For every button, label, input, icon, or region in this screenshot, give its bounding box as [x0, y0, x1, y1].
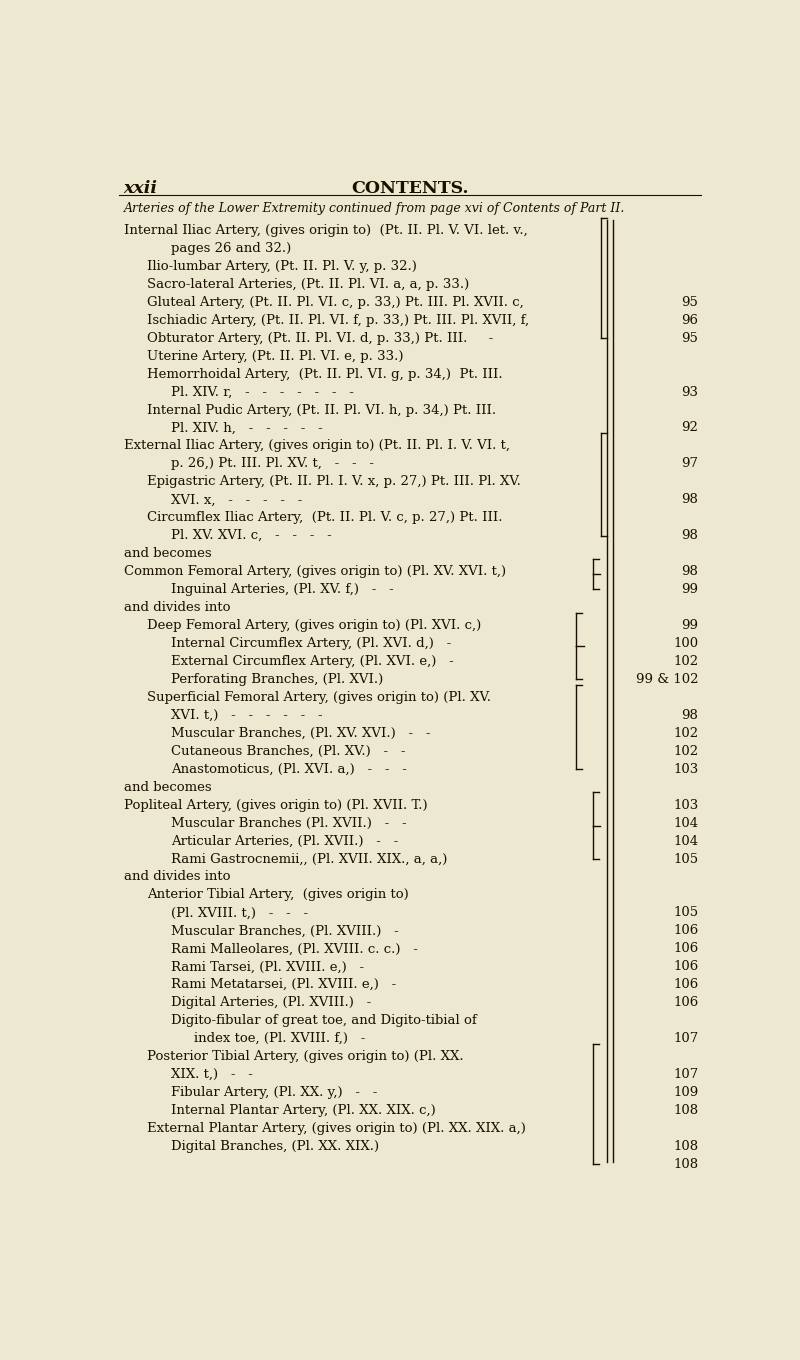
Text: p. 26,) Pt. III. Pl. XV. t,   -   -   -: p. 26,) Pt. III. Pl. XV. t, - - -	[170, 457, 374, 471]
Text: and divides into: and divides into	[123, 601, 230, 615]
Text: Ischiadic Artery, (Pt. II. Pl. VI. f, p. 33,) Pt. III. Pl. XVII, f,: Ischiadic Artery, (Pt. II. Pl. VI. f, p.…	[147, 314, 530, 326]
Text: (Pl. XVIII. t,)   -   -   -: (Pl. XVIII. t,) - - -	[170, 906, 308, 919]
Text: 107: 107	[673, 1032, 698, 1044]
Text: 99 & 102: 99 & 102	[636, 673, 698, 685]
Text: 106: 106	[673, 978, 698, 991]
Text: Gluteal Artery, (Pt. II. Pl. VI. c, p. 33,) Pt. III. Pl. XVII. c,: Gluteal Artery, (Pt. II. Pl. VI. c, p. 3…	[147, 295, 524, 309]
Text: Rami Metatarsei, (Pl. XVIII. e,)   -: Rami Metatarsei, (Pl. XVIII. e,) -	[170, 978, 396, 991]
Text: Epigastric Artery, (Pt. II. Pl. I. V. x, p. 27,) Pt. III. Pl. XV.: Epigastric Artery, (Pt. II. Pl. I. V. x,…	[147, 476, 521, 488]
Text: Hemorrhoidal Artery,  (Pt. II. Pl. VI. g, p. 34,)  Pt. III.: Hemorrhoidal Artery, (Pt. II. Pl. VI. g,…	[147, 367, 502, 381]
Text: 102: 102	[673, 656, 698, 668]
Text: Rami Malleolares, (Pl. XVIII. c. c.)   -: Rami Malleolares, (Pl. XVIII. c. c.) -	[170, 942, 418, 955]
Text: Arteries of the Lower Extremity continued from page xvi of Contents of Part II.: Arteries of the Lower Extremity continue…	[123, 201, 625, 215]
Text: Pl. XIV. h,   -   -   -   -   -: Pl. XIV. h, - - - - -	[170, 422, 322, 434]
Text: Posterior Tibial Artery, (gives origin to) (Pl. XX.: Posterior Tibial Artery, (gives origin t…	[147, 1050, 464, 1064]
Text: 105: 105	[673, 853, 698, 865]
Text: 109: 109	[673, 1087, 698, 1099]
Text: Cutaneous Branches, (Pl. XV.)   -   -: Cutaneous Branches, (Pl. XV.) - -	[170, 745, 405, 758]
Text: 98: 98	[682, 709, 698, 722]
Text: 105: 105	[673, 906, 698, 919]
Text: Inguinal Arteries, (Pl. XV. f,)   -   -: Inguinal Arteries, (Pl. XV. f,) - -	[170, 583, 394, 596]
Text: 103: 103	[673, 798, 698, 812]
Text: 106: 106	[673, 996, 698, 1009]
Text: 104: 104	[673, 835, 698, 847]
Text: index toe, (Pl. XVIII. f,)   -: index toe, (Pl. XVIII. f,) -	[194, 1032, 366, 1044]
Text: 95: 95	[682, 332, 698, 344]
Text: Anterior Tibial Artery,  (gives origin to): Anterior Tibial Artery, (gives origin to…	[147, 888, 409, 902]
Text: Digital Branches, (Pl. XX. XIX.): Digital Branches, (Pl. XX. XIX.)	[170, 1140, 379, 1153]
Text: 108: 108	[673, 1140, 698, 1153]
Text: 93: 93	[682, 386, 698, 398]
Text: Uterine Artery, (Pt. II. Pl. VI. e, p. 33.): Uterine Artery, (Pt. II. Pl. VI. e, p. 3…	[147, 350, 404, 363]
Text: Popliteal Artery, (gives origin to) (Pl. XVII. T.): Popliteal Artery, (gives origin to) (Pl.…	[123, 798, 427, 812]
Text: XVI. t,)   -   -   -   -   -   -: XVI. t,) - - - - - -	[170, 709, 322, 722]
Text: 108: 108	[673, 1157, 698, 1171]
Text: CONTENTS.: CONTENTS.	[351, 180, 469, 197]
Text: Fibular Artery, (Pl. XX. y,)   -   -: Fibular Artery, (Pl. XX. y,) - -	[170, 1087, 377, 1099]
Text: Internal Plantar Artery, (Pl. XX. XIX. c,): Internal Plantar Artery, (Pl. XX. XIX. c…	[170, 1104, 435, 1117]
Text: Digital Arteries, (Pl. XVIII.)   -: Digital Arteries, (Pl. XVIII.) -	[170, 996, 371, 1009]
Text: Sacro-lateral Arteries, (Pt. II. Pl. VI. a, a, p. 33.): Sacro-lateral Arteries, (Pt. II. Pl. VI.…	[147, 277, 470, 291]
Text: Pl. XV. XVI. c,   -   -   -   -: Pl. XV. XVI. c, - - - -	[170, 529, 331, 543]
Text: 100: 100	[673, 636, 698, 650]
Text: Rami Gastrocnemii,, (Pl. XVII. XIX., a, a,): Rami Gastrocnemii,, (Pl. XVII. XIX., a, …	[170, 853, 447, 865]
Text: and divides into: and divides into	[123, 870, 230, 884]
Text: Ilio-lumbar Artery, (Pt. II. Pl. V. y, p. 32.): Ilio-lumbar Artery, (Pt. II. Pl. V. y, p…	[147, 260, 417, 273]
Text: Muscular Branches, (Pl. XV. XVI.)   -   -: Muscular Branches, (Pl. XV. XVI.) - -	[170, 726, 430, 740]
Text: Common Femoral Artery, (gives origin to) (Pl. XV. XVI. t,): Common Femoral Artery, (gives origin to)…	[123, 566, 506, 578]
Text: Articular Arteries, (Pl. XVII.)   -   -: Articular Arteries, (Pl. XVII.) - -	[170, 835, 398, 847]
Text: 107: 107	[673, 1068, 698, 1081]
Text: 98: 98	[682, 566, 698, 578]
Text: 98: 98	[682, 529, 698, 543]
Text: Muscular Branches, (Pl. XVIII.)   -: Muscular Branches, (Pl. XVIII.) -	[170, 925, 398, 937]
Text: Rami Tarsei, (Pl. XVIII. e,)   -: Rami Tarsei, (Pl. XVIII. e,) -	[170, 960, 364, 974]
Text: Superficial Femoral Artery, (gives origin to) (Pl. XV.: Superficial Femoral Artery, (gives origi…	[147, 691, 491, 704]
Text: Internal Pudic Artery, (Pt. II. Pl. VI. h, p. 34,) Pt. III.: Internal Pudic Artery, (Pt. II. Pl. VI. …	[147, 404, 496, 416]
Text: and becomes: and becomes	[123, 547, 211, 560]
Text: 104: 104	[673, 816, 698, 830]
Text: Perforating Branches, (Pl. XVI.): Perforating Branches, (Pl. XVI.)	[170, 673, 383, 685]
Text: 106: 106	[673, 942, 698, 955]
Text: 99: 99	[682, 583, 698, 596]
Text: Digito-fibular of great toe, and Digito-tibial of: Digito-fibular of great toe, and Digito-…	[170, 1015, 477, 1027]
Text: 102: 102	[673, 726, 698, 740]
Text: 99: 99	[682, 619, 698, 632]
Text: 103: 103	[673, 763, 698, 775]
Text: Muscular Branches (Pl. XVII.)   -   -: Muscular Branches (Pl. XVII.) - -	[170, 816, 406, 830]
Text: Deep Femoral Artery, (gives origin to) (Pl. XVI. c,): Deep Femoral Artery, (gives origin to) (…	[147, 619, 482, 632]
Text: External Iliac Artery, (gives origin to) (Pt. II. Pl. I. V. VI. t,: External Iliac Artery, (gives origin to)…	[123, 439, 510, 453]
Text: 97: 97	[682, 457, 698, 471]
Text: External Circumflex Artery, (Pl. XVI. e,)   -: External Circumflex Artery, (Pl. XVI. e,…	[170, 656, 454, 668]
Text: and becomes: and becomes	[123, 781, 211, 794]
Text: External Plantar Artery, (gives origin to) (Pl. XX. XIX. a,): External Plantar Artery, (gives origin t…	[147, 1122, 526, 1134]
Text: Anastomoticus, (Pl. XVI. a,)   -   -   -: Anastomoticus, (Pl. XVI. a,) - - -	[170, 763, 406, 775]
Text: 102: 102	[673, 745, 698, 758]
Text: 98: 98	[682, 494, 698, 506]
Text: xxii: xxii	[123, 180, 158, 197]
Text: 95: 95	[682, 295, 698, 309]
Text: XVI. x,   -   -   -   -   -: XVI. x, - - - - -	[170, 494, 302, 506]
Text: Circumflex Iliac Artery,  (Pt. II. Pl. V. c, p. 27,) Pt. III.: Circumflex Iliac Artery, (Pt. II. Pl. V.…	[147, 511, 502, 525]
Text: XIX. t,)   -   -: XIX. t,) - -	[170, 1068, 253, 1081]
Text: Pl. XIV. r,   -   -   -   -   -   -   -: Pl. XIV. r, - - - - - - -	[170, 386, 354, 398]
Text: 106: 106	[673, 960, 698, 974]
Text: 96: 96	[682, 314, 698, 326]
Text: Internal Iliac Artery, (gives origin to)  (Pt. II. Pl. V. VI. let. v.,: Internal Iliac Artery, (gives origin to)…	[123, 224, 527, 237]
Text: 106: 106	[673, 925, 698, 937]
Text: 92: 92	[682, 422, 698, 434]
Text: Internal Circumflex Artery, (Pl. XVI. d,)   -: Internal Circumflex Artery, (Pl. XVI. d,…	[170, 636, 451, 650]
Text: 108: 108	[673, 1104, 698, 1117]
Text: pages 26 and 32.): pages 26 and 32.)	[170, 242, 291, 254]
Text: Obturator Artery, (Pt. II. Pl. VI. d, p. 33,) Pt. III.     -: Obturator Artery, (Pt. II. Pl. VI. d, p.…	[147, 332, 494, 344]
